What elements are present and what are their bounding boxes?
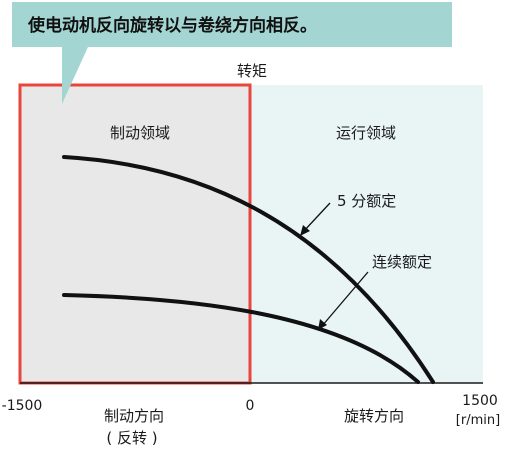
continuous-rating-curve [62,293,420,384]
braking-region-label: 制动领域 [110,124,170,142]
running-region-label: 运行领域 [336,124,396,142]
five-minute-leader-line [302,202,331,233]
braking-region [18,83,252,385]
continuous-leader-line [321,271,369,327]
five-minute-rating-curve [62,155,435,384]
x-tick-label-zero: 0 [246,398,255,414]
braking-direction-label: 制动方向 [104,407,164,425]
continuous-leader-arrowhead [318,319,327,330]
braking-direction-sublabel: ( 反转 ) [106,429,157,447]
rotation-direction-label: 旋转方向 [344,407,404,425]
running-region [250,85,483,383]
x-axis-unit: [r/min] [456,413,500,428]
y-axis-label: 转矩 [237,62,267,80]
callout-text: 使电动机反向旋转以与卷绕方向相反。 [27,15,317,36]
callout-bubble [12,2,452,104]
continuous-rating-label: 连续额定 [372,253,432,271]
x-tick-label-right: 1500 [462,393,498,409]
x-tick-label-left: -1500 [2,398,43,414]
five-minute-leader-arrowhead [300,225,310,236]
five-minute-rating-label: 5 分额定 [337,192,396,210]
